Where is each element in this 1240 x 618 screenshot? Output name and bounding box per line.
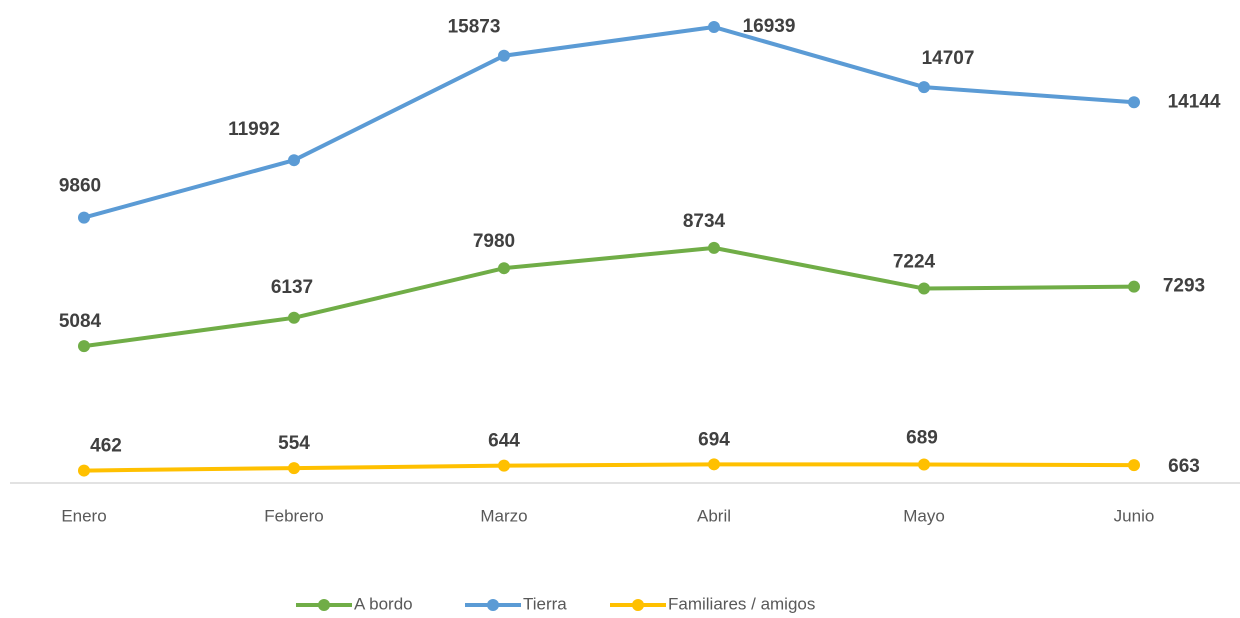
point [918,282,930,295]
series-line [83,245,1135,349]
legend-label: A bordo [354,594,413,613]
point [498,49,510,62]
point [78,340,90,353]
point [1128,280,1140,293]
data-label: 462 [90,436,122,457]
point [498,262,510,275]
point [1128,96,1140,109]
data-label: 694 [698,429,730,450]
data-label: 5084 [59,311,102,332]
x-tick-label: Abril [697,506,731,525]
x-tick-label: Febrero [264,506,324,525]
legend-marker [632,599,644,611]
data-label: 9860 [59,176,101,197]
legend-marker [318,599,330,611]
point [288,154,300,167]
x-tick-label: Junio [1114,506,1155,525]
point [78,211,90,224]
legend-label: Familiares / amigos [668,594,815,613]
point [708,241,720,254]
point [288,462,300,475]
data-label: 7293 [1163,276,1205,297]
point [708,21,720,34]
point [78,464,90,477]
point [1128,459,1140,472]
data-label: 8734 [683,211,726,232]
data-label: 11992 [228,119,280,140]
legend-label: Tierra [523,594,567,613]
data-label: 15873 [448,17,501,38]
data-label: 14144 [1168,91,1221,112]
data-label: 7980 [473,231,515,252]
data-label: 6137 [271,277,313,298]
point [918,458,930,471]
data-label: 16939 [743,16,796,37]
point [288,311,300,324]
data-label: 554 [278,433,310,454]
data-label: 644 [488,431,520,452]
legend-marker [487,599,499,611]
data-label: 7224 [893,252,936,273]
x-tick-label: Enero [61,506,106,525]
x-tick-label: Marzo [480,506,527,525]
series-line [83,25,1135,220]
data-label: 14707 [922,48,975,69]
point [498,459,510,472]
data-label: 689 [906,427,938,448]
x-tick-label: Mayo [903,506,945,525]
data-label: 663 [1168,456,1200,477]
series-line [83,462,1135,473]
point [708,458,720,471]
point [918,81,930,94]
